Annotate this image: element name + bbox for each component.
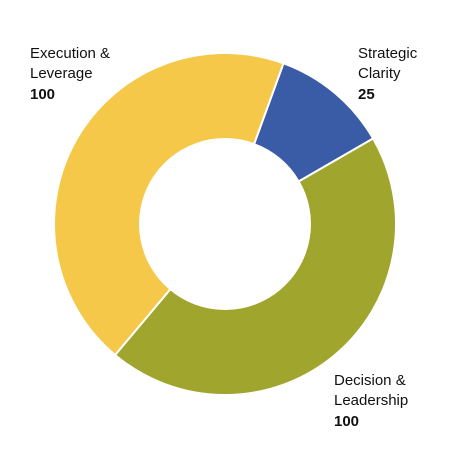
slice-label-strategic-clarity-line1: Strategic (358, 45, 418, 62)
slice-label-decision-leadership-line2: Leadership (334, 392, 408, 409)
slice-label-decision-leadership-line1: Decision & (334, 372, 406, 389)
slice-value-strategic-clarity: 25 (358, 86, 375, 103)
slice-label-strategic-clarity-line2: Clarity (358, 65, 401, 82)
donut-slices (53, 52, 397, 396)
slice-value-decision-leadership: 100 (334, 413, 359, 430)
slice-execution-leverage (53, 52, 285, 356)
slice-label-execution-leverage-line2: Leverage (30, 65, 93, 82)
slice-label-execution-leverage-line1: Execution & (30, 45, 110, 62)
slice-value-execution-leverage: 100 (30, 86, 55, 103)
slice-decision-leadership (114, 137, 397, 396)
slice-labels: Strategic Clarity 25 Execution & Leverag… (30, 45, 418, 430)
